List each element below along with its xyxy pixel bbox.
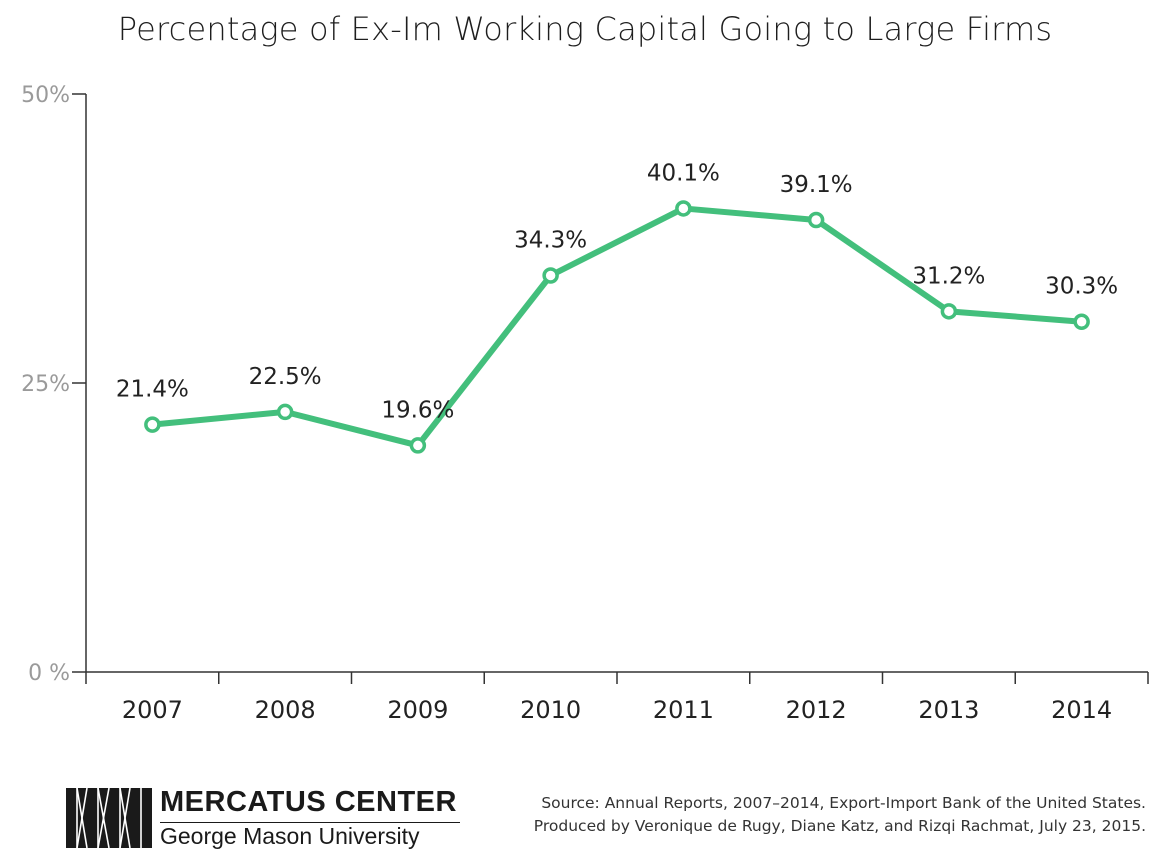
data-label: 21.4% — [116, 377, 189, 403]
data-label: 30.3% — [1045, 274, 1118, 300]
x-tick-label: 2010 — [520, 696, 581, 724]
x-tick-label: 2009 — [387, 696, 448, 724]
data-point — [940, 303, 958, 320]
series-line — [149, 205, 1085, 449]
data-label: 22.5% — [249, 364, 322, 390]
chart-title: Percentage of Ex-Im Working Capital Goin… — [117, 10, 1053, 48]
data-point — [1073, 313, 1090, 330]
data-label: 40.1% — [647, 160, 720, 186]
x-tick-label: 2007 — [122, 696, 183, 724]
y-tick-label: 25% — [21, 372, 70, 397]
data-labels: 21.4% 22.5% 19.6% 34.3% 40.1% 39.1% 31.2% 30.3% — [116, 160, 1118, 423]
data-label: 34.3% — [514, 227, 587, 253]
data-point — [409, 437, 427, 454]
x-tick-label: 2014 — [1051, 696, 1112, 724]
data-point — [276, 403, 294, 421]
credit-line: Produced by Veronique de Rugy, Diane Kat… — [533, 817, 1146, 835]
data-point — [542, 267, 559, 284]
y-tick-label: 50% — [21, 83, 70, 108]
x-tick-label: 2008 — [255, 696, 316, 724]
logo-divider — [160, 822, 460, 823]
axes: 0 % 25% 50% 2007 2008 2009 2010 2011 2012 2013 201… — [21, 83, 1149, 724]
data-label: 31.2% — [912, 263, 985, 289]
x-tick-label: 2011 — [653, 696, 714, 724]
x-tick-label: 2012 — [786, 696, 847, 724]
mercatus-columns-icon — [66, 788, 152, 848]
y-tick-label: 0 % — [28, 661, 70, 686]
mercatus-logo: MERCATUS CENTER George Mason University — [66, 786, 466, 850]
data-label: 39.1% — [780, 172, 853, 198]
org-subtitle: George Mason University — [160, 823, 420, 849]
source-note: Source: Annual Reports, 2007–2014, Expor… — [534, 792, 1146, 838]
org-name: MERCATUS CENTER — [160, 786, 457, 818]
data-point — [807, 211, 825, 229]
data-point — [144, 416, 161, 433]
series-layer — [144, 200, 1090, 454]
data-label: 19.6% — [381, 397, 454, 423]
line-chart: 0 % 25% 50% 2007 2008 2009 2010 2011 2012 2013 201… — [21, 83, 1149, 724]
x-tick-label: 2013 — [918, 696, 979, 724]
source-line: Source: Annual Reports, 2007–2014, Expor… — [541, 794, 1146, 812]
data-point — [675, 200, 692, 217]
